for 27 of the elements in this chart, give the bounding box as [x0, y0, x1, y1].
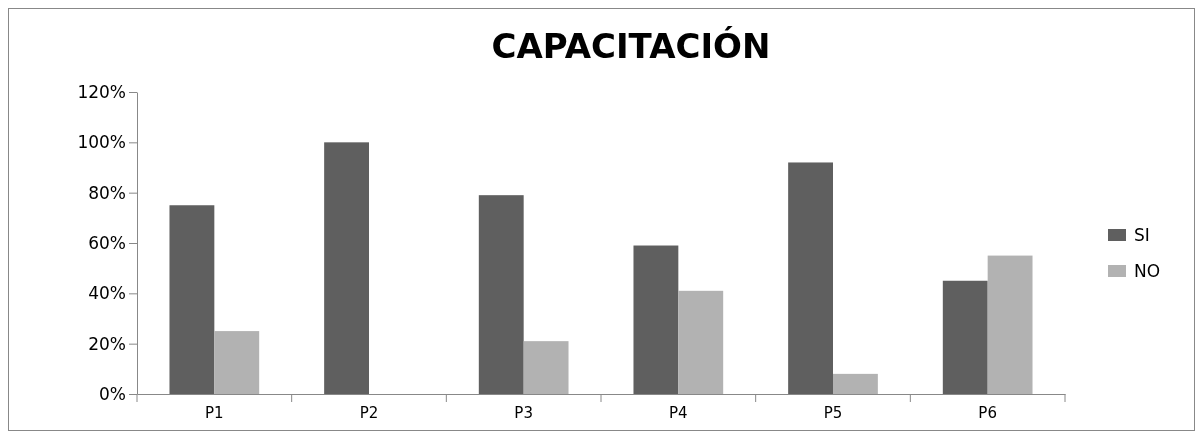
- bar: [942, 280, 988, 394]
- x-tick-label: P1: [205, 404, 224, 422]
- x-tick-label: P3: [514, 404, 533, 422]
- x-tick-label: P2: [359, 404, 379, 422]
- bar: [169, 205, 215, 394]
- y-tick-label: 120%: [77, 81, 126, 102]
- bar: [478, 195, 524, 394]
- bar: [987, 255, 1033, 394]
- bar: [523, 341, 569, 394]
- x-tick-label: P5: [823, 404, 843, 422]
- legend-label: NO: [1134, 261, 1161, 281]
- y-tick-label: 100%: [77, 132, 126, 153]
- bar: [833, 373, 878, 394]
- bar: [678, 290, 724, 394]
- x-tick-label: P4: [669, 404, 688, 422]
- y-tick-label: 20%: [88, 333, 126, 354]
- bar: [633, 245, 679, 394]
- legend-label: SI: [1134, 225, 1150, 245]
- x-tick-label: P6: [978, 404, 997, 422]
- y-tick-label: 60%: [88, 232, 126, 253]
- chart-title: CAPACITACIÓN: [491, 26, 771, 66]
- bar: [324, 142, 369, 394]
- bar: [214, 331, 260, 394]
- y-tick-label: 0%: [99, 383, 126, 404]
- y-tick-label: 40%: [88, 283, 126, 304]
- y-tick-label: 80%: [88, 182, 126, 203]
- bar: [788, 162, 833, 394]
